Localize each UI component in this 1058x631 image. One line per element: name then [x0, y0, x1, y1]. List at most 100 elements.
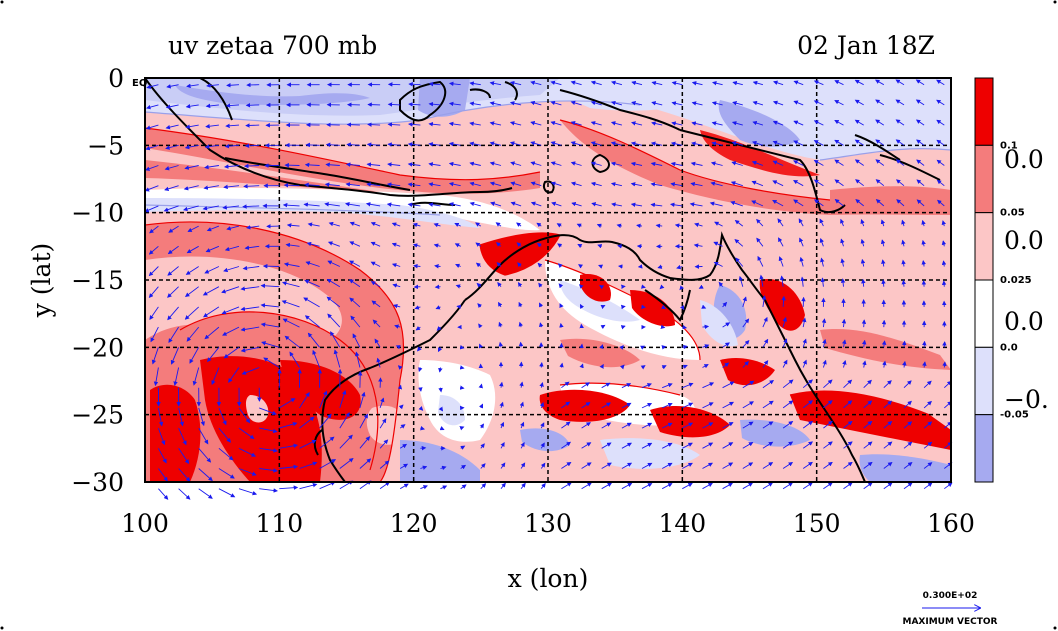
wind-vector — [165, 104, 179, 109]
y-tick-label: −5 — [87, 131, 124, 160]
wind-vector — [448, 121, 461, 127]
wind-vector — [420, 485, 428, 490]
wind-vector — [449, 81, 461, 87]
wind-vector — [243, 183, 260, 189]
wind-vector — [802, 400, 814, 409]
wind-vector — [895, 79, 905, 86]
wind-vector — [579, 363, 584, 369]
wind-vector — [519, 381, 524, 388]
wind-vector — [843, 461, 853, 469]
wind-vector — [538, 322, 544, 328]
wind-vector — [240, 286, 260, 291]
wind-vector — [184, 306, 200, 320]
wind-vector — [660, 304, 666, 309]
wind-vector — [279, 398, 296, 409]
wind-vector — [843, 441, 853, 449]
wind-vector — [670, 202, 683, 208]
wind-vector — [326, 278, 341, 288]
wind-vector — [303, 297, 320, 308]
wind-vector — [813, 199, 824, 207]
wind-vector — [339, 457, 354, 469]
wind-vector — [530, 100, 542, 106]
wind-vector — [178, 427, 187, 446]
wind-vector — [207, 347, 220, 363]
wind-vector — [863, 482, 873, 490]
wind-vector — [283, 182, 300, 188]
wind-vector — [882, 360, 887, 368]
wind-vector — [540, 422, 545, 429]
wind-vector — [305, 261, 320, 267]
wind-vector — [459, 385, 465, 390]
wind-vector — [813, 80, 824, 86]
wind-vector — [702, 422, 714, 429]
wind-vector — [489, 81, 502, 86]
wind-vector — [224, 143, 240, 149]
wind-vector — [751, 180, 764, 187]
wind-vector — [246, 225, 260, 230]
wind-vector — [759, 274, 764, 287]
wind-vector — [711, 141, 723, 146]
wind-vector — [520, 421, 525, 429]
wind-vector — [676, 264, 683, 270]
wind-vector — [516, 222, 522, 227]
wind-vector — [221, 306, 240, 315]
wind-vector — [223, 266, 240, 273]
wind-vector — [561, 401, 571, 409]
wind-vector — [204, 164, 219, 170]
wind-vector — [428, 101, 441, 107]
wind-vector — [184, 165, 199, 170]
wind-vector — [782, 420, 794, 429]
wind-vector — [732, 101, 743, 106]
wind-vector — [661, 462, 673, 469]
wind-vector — [184, 144, 199, 150]
wind-vector — [600, 304, 606, 310]
wind-vector — [762, 421, 774, 429]
wind-vector — [802, 461, 813, 469]
wind-vector — [921, 219, 926, 227]
wind-vector — [530, 161, 542, 166]
wind-vector — [279, 464, 299, 470]
wind-vector — [860, 238, 865, 247]
wind-vector — [782, 316, 787, 328]
wind-vector — [834, 139, 844, 146]
wind-vector — [178, 468, 191, 482]
wind-vector — [509, 80, 522, 86]
wind-vector — [520, 482, 526, 489]
y-axis-label: y (lat) — [27, 243, 56, 319]
wind-vector — [184, 286, 199, 298]
wind-vector — [151, 347, 159, 365]
wind-vector — [621, 383, 632, 389]
wind-vector — [570, 181, 582, 187]
wind-vector — [843, 379, 853, 389]
wind-vector — [570, 100, 582, 106]
wind-vector — [281, 300, 300, 308]
wind-vector — [448, 141, 461, 147]
wind-vector — [662, 422, 673, 429]
wind-vector — [558, 283, 564, 289]
wind-vector — [480, 463, 486, 469]
wind-vector — [923, 462, 933, 469]
wind-vector — [224, 245, 240, 252]
wind-vector — [752, 100, 764, 106]
wind-vector — [167, 306, 179, 321]
chart-title-right: 02 Jan 18Z — [797, 31, 935, 60]
wind-vector — [822, 338, 827, 348]
wind-vector — [223, 184, 240, 190]
wind-vector — [238, 447, 257, 457]
wind-vector — [306, 241, 320, 247]
y-tick-label: −15 — [71, 266, 124, 295]
wind-vector — [399, 483, 409, 490]
wind-vector — [799, 256, 804, 267]
wind-vector — [781, 295, 786, 307]
wind-vector — [517, 262, 522, 268]
wind-vector — [861, 339, 867, 348]
wind-vector — [616, 223, 623, 229]
wind-vector — [509, 141, 522, 146]
wind-vector — [731, 141, 743, 146]
wind-vector — [682, 462, 693, 469]
wind-vector — [379, 481, 390, 490]
wind-vector — [379, 460, 390, 469]
wind-vector — [420, 465, 428, 470]
wind-vector — [539, 362, 544, 368]
wind-vector — [662, 383, 673, 389]
